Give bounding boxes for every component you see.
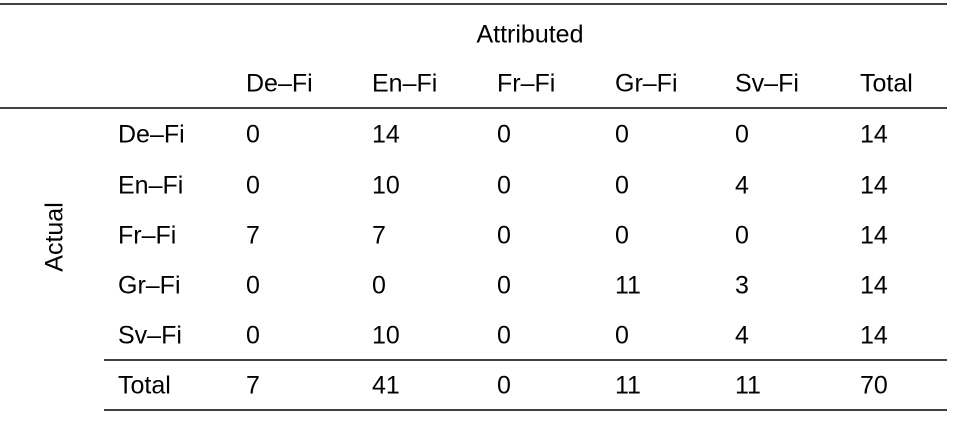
total-cell: 0: [497, 372, 511, 400]
cell: 0: [497, 121, 511, 149]
row-label: Fr–Fi: [118, 222, 176, 250]
column-group-label: Attributed: [476, 21, 583, 49]
cell: 14: [860, 121, 888, 149]
total-cell: 11: [735, 372, 761, 400]
row-label: De–Fi: [118, 121, 185, 149]
row-label: Gr–Fi: [118, 272, 181, 300]
cell: 0: [372, 272, 386, 300]
cell: 0: [497, 172, 511, 200]
column-header: De–Fi: [246, 70, 313, 98]
cell: 0: [246, 172, 260, 200]
row-label: Sv–Fi: [118, 322, 182, 350]
cell: 4: [735, 322, 749, 350]
cell: 0: [615, 322, 629, 350]
cell: 7: [246, 222, 260, 250]
cell: 0: [246, 322, 260, 350]
total-cell: 70: [860, 372, 888, 400]
row-label: En–Fi: [118, 172, 183, 200]
cell: 0: [735, 222, 749, 250]
cell: 14: [860, 222, 888, 250]
total-cell: 7: [246, 372, 260, 400]
cell: 3: [735, 272, 749, 300]
cell: 4: [735, 172, 749, 200]
cell: 0: [246, 272, 260, 300]
cell: 7: [372, 222, 386, 250]
cell: 10: [372, 322, 400, 350]
cell: 10: [372, 172, 400, 200]
column-header: Fr–Fi: [497, 70, 555, 98]
row-group-label: Actual: [41, 202, 69, 271]
total-cell: 41: [372, 372, 400, 400]
cell: 14: [860, 322, 888, 350]
cell: 14: [372, 121, 400, 149]
total-cell: 11: [615, 372, 641, 400]
cell: 14: [860, 272, 888, 300]
total-label: Total: [118, 372, 171, 400]
cell: 0: [246, 121, 260, 149]
cell: 14: [860, 172, 888, 200]
column-header: Sv–Fi: [735, 70, 799, 98]
column-header: Total: [860, 70, 913, 98]
column-header: En–Fi: [372, 70, 437, 98]
cell: 0: [497, 222, 511, 250]
cell: 0: [497, 322, 511, 350]
cell: 0: [497, 272, 511, 300]
cell: 0: [615, 222, 629, 250]
cell: 0: [735, 121, 749, 149]
cell: 11: [615, 272, 641, 300]
cell: 0: [615, 121, 629, 149]
cell: 0: [615, 172, 629, 200]
column-header: Gr–Fi: [615, 70, 678, 98]
